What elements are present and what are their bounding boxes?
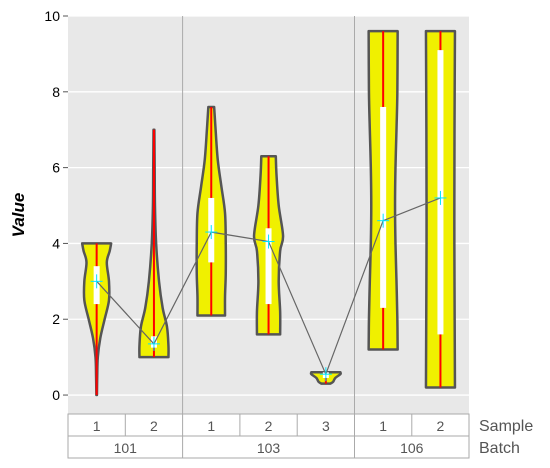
sample-label: 3: [322, 418, 330, 434]
y-tick-label: 2: [52, 311, 60, 327]
batch-label: 106: [400, 440, 424, 456]
y-tick-label: 4: [52, 235, 60, 251]
y-axis: 0 2 4 6 8 10: [44, 8, 68, 403]
sample-label: 2: [265, 418, 273, 434]
iqr-box: [265, 228, 272, 305]
violin-b-1: [367, 29, 399, 351]
y-tick-label: 6: [52, 160, 60, 176]
y-axis-label: Value: [9, 193, 28, 238]
iqr-box: [380, 106, 387, 308]
sample-row-label: Sample: [479, 418, 533, 435]
violins: [80, 29, 457, 397]
sample-label: 1: [207, 418, 215, 434]
y-tick-label: 8: [52, 84, 60, 100]
sample-label: 2: [437, 418, 445, 434]
sample-label: 1: [93, 418, 101, 434]
batch-row-label: Batch: [479, 440, 520, 457]
batch-label: 103: [257, 440, 281, 456]
batch-separators: [182, 16, 355, 414]
y-tick-label: 0: [52, 387, 60, 403]
violin-b-2: [424, 29, 457, 389]
batch-label: 101: [114, 440, 138, 456]
mean-markers: [90, 190, 447, 382]
x-axis-table: 1 2 1 2 3 1 2 101 103 106: [67, 413, 470, 459]
sample-label: 2: [150, 418, 158, 434]
sample-label: 1: [379, 418, 387, 434]
y-tick-label: 10: [44, 8, 60, 24]
